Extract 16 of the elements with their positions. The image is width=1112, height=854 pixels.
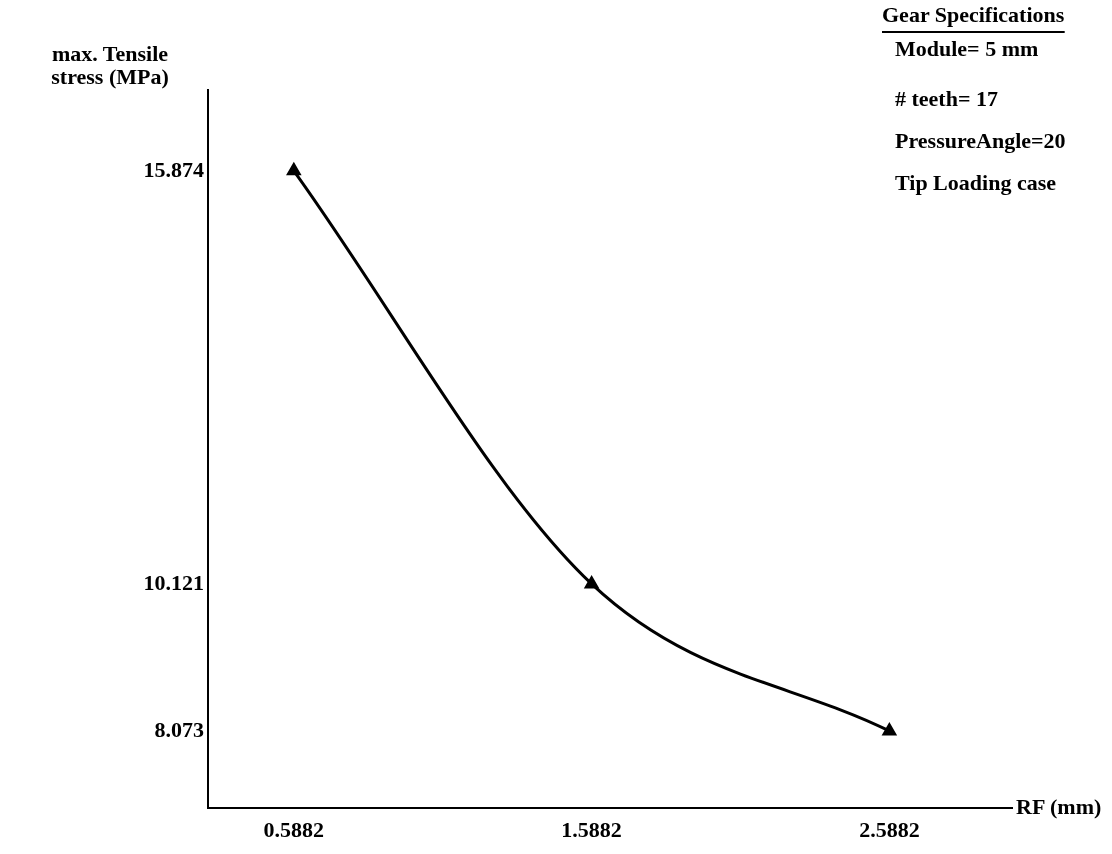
annotation: # teeth= 17 [895, 85, 998, 111]
x-tick-label: 0.5882 [263, 816, 325, 842]
y-tick-label: 8.073 [154, 716, 204, 742]
x-axis-title: RF (mm) [1016, 793, 1102, 819]
x-tick-label: 2.5882 [859, 816, 920, 842]
annotation: Tip Loading case [895, 169, 1057, 195]
point [287, 163, 301, 176]
y-tick-label: 10.121 [143, 569, 204, 595]
text: Gear Specifications [882, 1, 1065, 27]
annotation: PressureAngle=20 [895, 127, 1066, 153]
point [882, 723, 897, 736]
y-axis-title: max. Tensile stress (MPa) [51, 40, 169, 89]
x-tick-label: 1.5882 [561, 816, 622, 842]
text: Module= 5 mm [895, 35, 1039, 61]
y-tick-label: 15.874 [143, 156, 204, 182]
point [584, 576, 599, 589]
